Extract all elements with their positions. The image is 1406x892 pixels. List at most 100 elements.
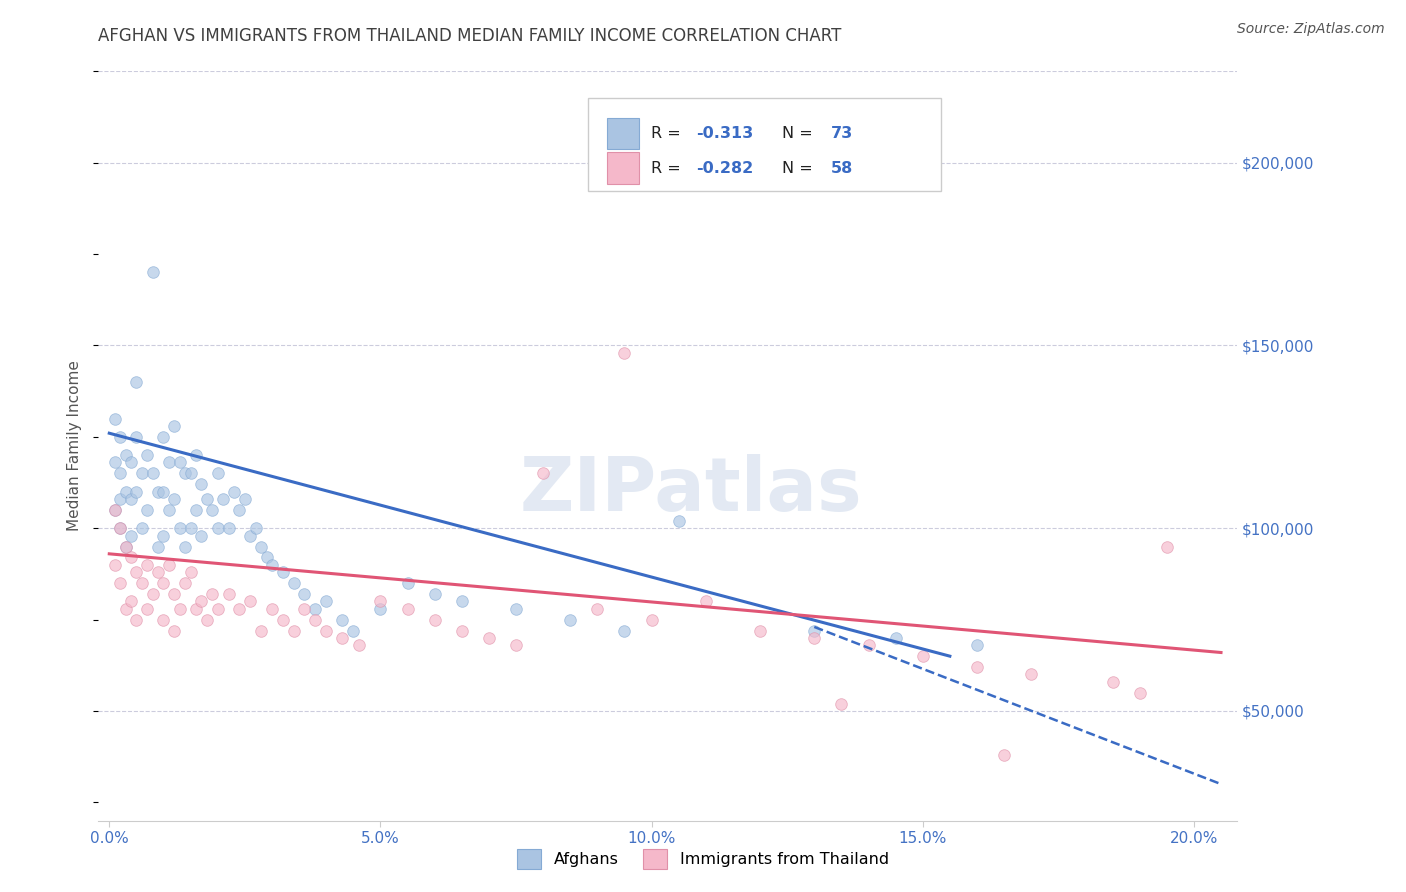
- Point: [222, 484, 245, 499]
- Point: [174, 467, 197, 481]
- Point: [174, 540, 197, 554]
- Point: [180, 521, 202, 535]
- Point: [108, 576, 131, 591]
- Y-axis label: Median Family Income: Median Family Income: [67, 360, 83, 532]
- Point: [256, 550, 278, 565]
- Point: [195, 613, 218, 627]
- Point: [250, 540, 273, 554]
- Point: [125, 375, 148, 389]
- Point: [157, 455, 180, 469]
- Point: [125, 613, 148, 627]
- Point: [304, 601, 326, 615]
- Point: [180, 467, 202, 481]
- Point: [218, 587, 240, 601]
- Point: [911, 649, 934, 664]
- Point: [478, 631, 501, 645]
- Point: [120, 455, 142, 469]
- Point: [207, 601, 229, 615]
- Point: [283, 624, 305, 638]
- Point: [131, 576, 153, 591]
- Point: [250, 624, 273, 638]
- Point: [749, 624, 772, 638]
- Point: [586, 601, 609, 615]
- Point: [136, 503, 159, 517]
- Point: [531, 467, 554, 481]
- Bar: [607, 118, 640, 149]
- FancyBboxPatch shape: [588, 97, 941, 191]
- Point: [260, 558, 283, 572]
- Point: [108, 521, 131, 535]
- Point: [184, 448, 207, 462]
- Point: [858, 638, 880, 652]
- Text: ZIPatlas: ZIPatlas: [519, 454, 862, 527]
- Point: [142, 587, 165, 601]
- Point: [830, 697, 852, 711]
- Text: N =: N =: [782, 126, 818, 141]
- Point: [114, 540, 136, 554]
- Point: [108, 521, 131, 535]
- Point: [342, 624, 364, 638]
- Point: [396, 601, 419, 615]
- Point: [668, 514, 690, 528]
- Point: [803, 624, 825, 638]
- Point: [104, 411, 127, 425]
- Point: [315, 594, 337, 608]
- Point: [152, 528, 174, 542]
- Bar: [607, 153, 640, 184]
- Point: [180, 565, 202, 579]
- Point: [1129, 686, 1152, 700]
- Point: [152, 430, 174, 444]
- Point: [146, 484, 169, 499]
- Point: [136, 448, 159, 462]
- Point: [163, 491, 186, 506]
- Point: [212, 491, 235, 506]
- Text: -0.313: -0.313: [696, 126, 754, 141]
- Point: [195, 491, 218, 506]
- Point: [613, 346, 636, 360]
- Point: [142, 265, 165, 279]
- Text: R =: R =: [651, 161, 686, 176]
- Point: [1019, 667, 1042, 681]
- Point: [163, 587, 186, 601]
- Point: [228, 503, 250, 517]
- Point: [396, 576, 419, 591]
- Point: [142, 467, 165, 481]
- Point: [271, 565, 294, 579]
- Point: [239, 528, 262, 542]
- Point: [245, 521, 267, 535]
- Point: [104, 503, 127, 517]
- Point: [207, 521, 229, 535]
- Point: [271, 613, 294, 627]
- Point: [146, 540, 169, 554]
- Point: [125, 484, 148, 499]
- Text: Source: ZipAtlas.com: Source: ZipAtlas.com: [1237, 22, 1385, 37]
- Point: [114, 601, 136, 615]
- Point: [884, 631, 907, 645]
- Point: [370, 601, 392, 615]
- Point: [218, 521, 240, 535]
- Point: [169, 601, 191, 615]
- Point: [190, 528, 212, 542]
- Point: [423, 613, 446, 627]
- Point: [108, 430, 131, 444]
- Point: [505, 638, 527, 652]
- Text: 58: 58: [831, 161, 853, 176]
- Point: [803, 631, 825, 645]
- Point: [423, 587, 446, 601]
- Point: [114, 540, 136, 554]
- Point: [207, 467, 229, 481]
- Point: [283, 576, 305, 591]
- Point: [966, 660, 988, 674]
- Point: [120, 594, 142, 608]
- Point: [640, 613, 662, 627]
- Point: [315, 624, 337, 638]
- Point: [146, 565, 169, 579]
- Text: AFGHAN VS IMMIGRANTS FROM THAILAND MEDIAN FAMILY INCOME CORRELATION CHART: AFGHAN VS IMMIGRANTS FROM THAILAND MEDIA…: [98, 27, 842, 45]
- Point: [152, 484, 174, 499]
- Point: [114, 448, 136, 462]
- Point: [184, 601, 207, 615]
- Point: [163, 418, 186, 433]
- Point: [260, 601, 283, 615]
- Point: [201, 587, 224, 601]
- Point: [125, 565, 148, 579]
